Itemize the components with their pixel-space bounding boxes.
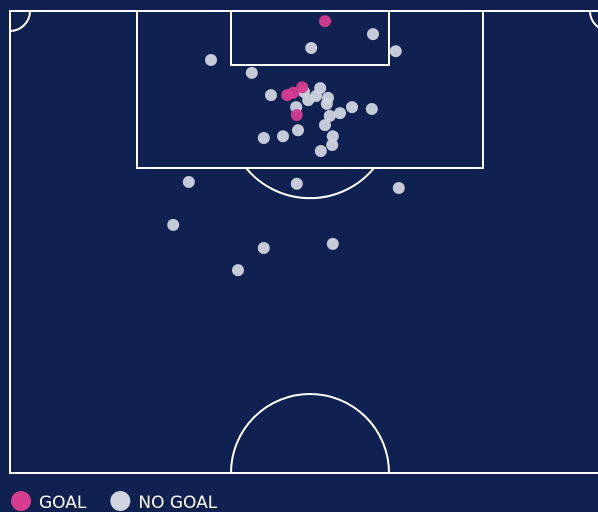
pitch bbox=[9, 10, 598, 474]
shot bbox=[287, 86, 300, 99]
shot bbox=[290, 177, 303, 190]
shot bbox=[182, 175, 195, 188]
shot bbox=[310, 90, 322, 103]
shot bbox=[205, 53, 217, 66]
shot bbox=[346, 101, 358, 114]
shot bbox=[326, 237, 339, 250]
shot bbox=[320, 97, 333, 110]
shot bbox=[257, 132, 270, 145]
shot bbox=[292, 124, 304, 137]
shot bbox=[323, 109, 336, 122]
shot bbox=[314, 144, 327, 157]
legend-swatch bbox=[11, 491, 31, 511]
shot bbox=[326, 138, 339, 151]
shot bbox=[290, 108, 303, 121]
shot bbox=[265, 89, 277, 102]
shot bbox=[167, 218, 180, 231]
shot bbox=[334, 107, 346, 120]
shot bbox=[305, 41, 318, 54]
corner-arc bbox=[9, 10, 31, 32]
shot bbox=[367, 28, 379, 41]
legend: GOAL NO GOAL bbox=[11, 491, 218, 512]
centre-circle bbox=[230, 393, 390, 474]
penalty-arc bbox=[245, 167, 375, 200]
shot bbox=[257, 242, 270, 255]
shot bbox=[365, 102, 378, 115]
shot bbox=[389, 45, 402, 58]
shot bbox=[277, 130, 289, 143]
shots bbox=[167, 15, 405, 277]
six-yard-box bbox=[230, 10, 390, 66]
shot bbox=[392, 181, 405, 194]
shot bbox=[296, 81, 309, 94]
shot bbox=[319, 15, 331, 28]
shot bbox=[245, 66, 258, 79]
legend-label: GOAL bbox=[39, 493, 87, 512]
legend-swatch bbox=[110, 491, 131, 511]
shot bbox=[232, 264, 244, 277]
legend-label: NO GOAL bbox=[138, 493, 217, 512]
shot bbox=[319, 119, 331, 132]
corner-arc bbox=[589, 10, 598, 29]
shot bbox=[326, 130, 339, 143]
